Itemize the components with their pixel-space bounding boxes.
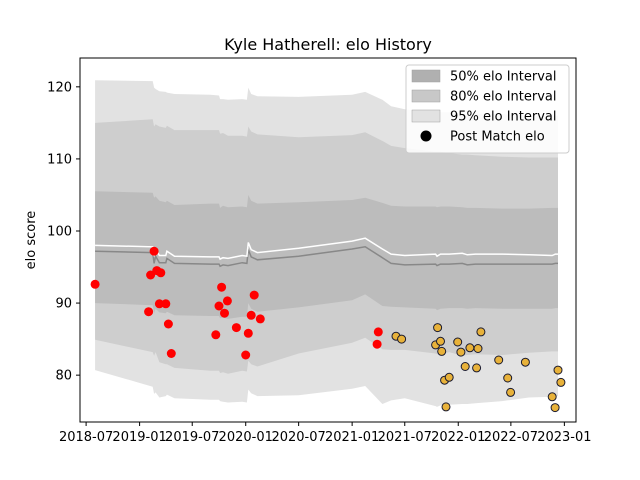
y-axis-label: elo score [24, 211, 39, 270]
post-match-point-36 [472, 363, 482, 373]
legend-swatch-2 [411, 109, 441, 123]
post-match-point-35 [465, 343, 475, 353]
post-match-point-39 [494, 355, 504, 365]
y-tick-label-0: 80 [55, 369, 72, 384]
x-tick-label-1: 2019-01 [112, 430, 166, 445]
interval-bands [95, 80, 558, 407]
x-tick-label-7: 2022-01 [431, 430, 485, 445]
post-match-point-6 [156, 268, 166, 278]
post-match-point-16 [241, 350, 251, 360]
post-match-point-42 [520, 357, 530, 367]
x-tick-label-6: 2021-07 [378, 430, 432, 445]
legend-label-0: 50% elo Interval [450, 70, 557, 85]
x-tick-label-2: 2019-07 [165, 430, 219, 445]
mean-elo-line [95, 237, 558, 261]
post-match-point-7 [161, 299, 171, 309]
x-tick-label-4: 2020-07 [271, 430, 325, 445]
post-match-point-43 [547, 392, 557, 402]
chart-legend: 50% elo Interval 80% elo Interval 95% elo … [405, 64, 570, 154]
post-match-point-41 [506, 387, 516, 397]
post-match-point-30 [441, 402, 451, 412]
post-match-point-13 [220, 308, 229, 318]
elo-lines [95, 237, 558, 268]
y-tick-label-3: 110 [47, 152, 72, 167]
post-match-point-26 [433, 323, 443, 333]
post-match-point-33 [456, 347, 466, 357]
x-tick-label-0: 2018-07 [59, 430, 113, 445]
post-match-point-37 [473, 344, 483, 353]
y-tick-label-4: 120 [47, 80, 72, 95]
post-match-point-17 [243, 328, 253, 338]
post-match-point-45 [553, 365, 563, 375]
y-axis: 80 90 100 110 120 [47, 80, 80, 384]
x-tick-label-8: 2022-07 [484, 430, 538, 445]
post-match-points [90, 246, 566, 413]
post-match-point-1 [144, 307, 154, 317]
post-match-point-22 [372, 339, 382, 349]
y-tick-label-1: 90 [55, 297, 72, 312]
band-50-interval [95, 191, 558, 319]
legend-swatch-3 [420, 130, 432, 142]
plot-frame [79, 57, 577, 423]
post-match-point-21 [373, 327, 383, 337]
legend-label-3: Post Match elo [450, 130, 545, 145]
x-tick-label-5: 2021-01 [325, 430, 379, 445]
post-match-point-5 [154, 299, 164, 309]
post-match-point-20 [255, 314, 265, 324]
median-elo-line [95, 246, 558, 268]
post-match-point-15 [231, 323, 241, 333]
post-match-point-46 [556, 377, 566, 387]
legend-label-1: 80% elo Interval [450, 90, 557, 105]
post-match-point-11 [214, 301, 224, 311]
post-match-point-0 [90, 279, 100, 289]
plot-area [79, 57, 577, 423]
post-match-point-19 [249, 290, 259, 300]
legend-swatch-0 [411, 69, 441, 83]
post-match-point-9 [166, 349, 176, 358]
post-match-point-24 [397, 334, 407, 344]
x-tick-label-9: 2023-01 [537, 430, 591, 445]
x-tick-label-3: 2020-01 [219, 430, 273, 445]
post-match-point-3 [149, 246, 159, 256]
post-match-point-40 [503, 373, 513, 383]
legend-swatch-1 [411, 89, 441, 103]
post-match-point-32 [453, 337, 463, 347]
y-tick-label-2: 100 [47, 224, 72, 239]
legend-box [405, 64, 570, 154]
post-match-point-8 [163, 319, 173, 329]
post-match-point-34 [460, 362, 470, 371]
post-match-point-12 [217, 282, 227, 292]
post-match-point-18 [246, 310, 256, 320]
post-match-point-38 [476, 327, 486, 337]
chart-title: Kyle Hatherell: elo History [224, 35, 432, 54]
post-match-point-28 [437, 346, 447, 356]
post-match-point-14 [222, 296, 232, 306]
post-match-point-27 [436, 336, 445, 346]
post-match-point-44 [550, 403, 560, 413]
post-match-point-10 [211, 330, 221, 340]
legend-label-2: 95% elo Interval [450, 110, 557, 125]
post-match-point-31 [444, 372, 454, 382]
